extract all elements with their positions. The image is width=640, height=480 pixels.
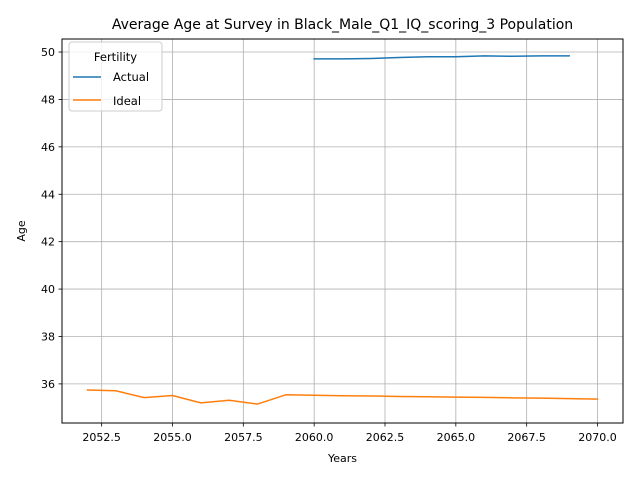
series-line-ideal: [86, 389, 599, 405]
series-line-actual: [313, 55, 570, 60]
x-tick-label: 2067.5: [507, 431, 546, 444]
y-tick-label: 42: [41, 236, 55, 249]
x-tick-label: 2062.5: [366, 431, 405, 444]
x-tick-label: 2070.0: [578, 431, 617, 444]
x-tick-label: 2065.0: [437, 431, 476, 444]
y-axis-ticks: 36 38 40 42 44 46 48 50: [41, 46, 62, 391]
y-tick-label: 44: [41, 188, 55, 201]
y-tick-label: 46: [41, 141, 55, 154]
series-layer: [86, 55, 599, 405]
y-tick-label: 48: [41, 93, 55, 106]
y-tick-label: 36: [41, 378, 55, 391]
plot-area-frame: [61, 38, 624, 424]
x-axis-label: Years: [327, 452, 357, 465]
y-tick-label: 50: [41, 46, 55, 59]
legend-label-ideal: Ideal: [113, 94, 141, 108]
x-tick-label: 2055.0: [153, 431, 192, 444]
legend: Fertility Actual Ideal: [68, 41, 163, 112]
legend-box: [68, 41, 163, 112]
x-axis-ticks: 2052.5 2055.0 2057.5 2060.0 2062.5 2065.0 2067…: [82, 423, 617, 444]
x-tick-label: 2052.5: [82, 431, 121, 444]
chart-title: Average Age at Survey in Black_Male_Q1_I…: [112, 17, 573, 33]
y-axis-label: Age: [15, 220, 28, 242]
x-tick-label: 2060.0: [295, 431, 334, 444]
y-tick-label: 40: [41, 283, 55, 296]
grid-lines: [62, 39, 623, 423]
x-tick-label: 2057.5: [224, 431, 263, 444]
legend-title: Fertility: [94, 50, 137, 64]
y-tick-label: 38: [41, 330, 55, 343]
legend-label-actual: Actual: [113, 70, 149, 84]
